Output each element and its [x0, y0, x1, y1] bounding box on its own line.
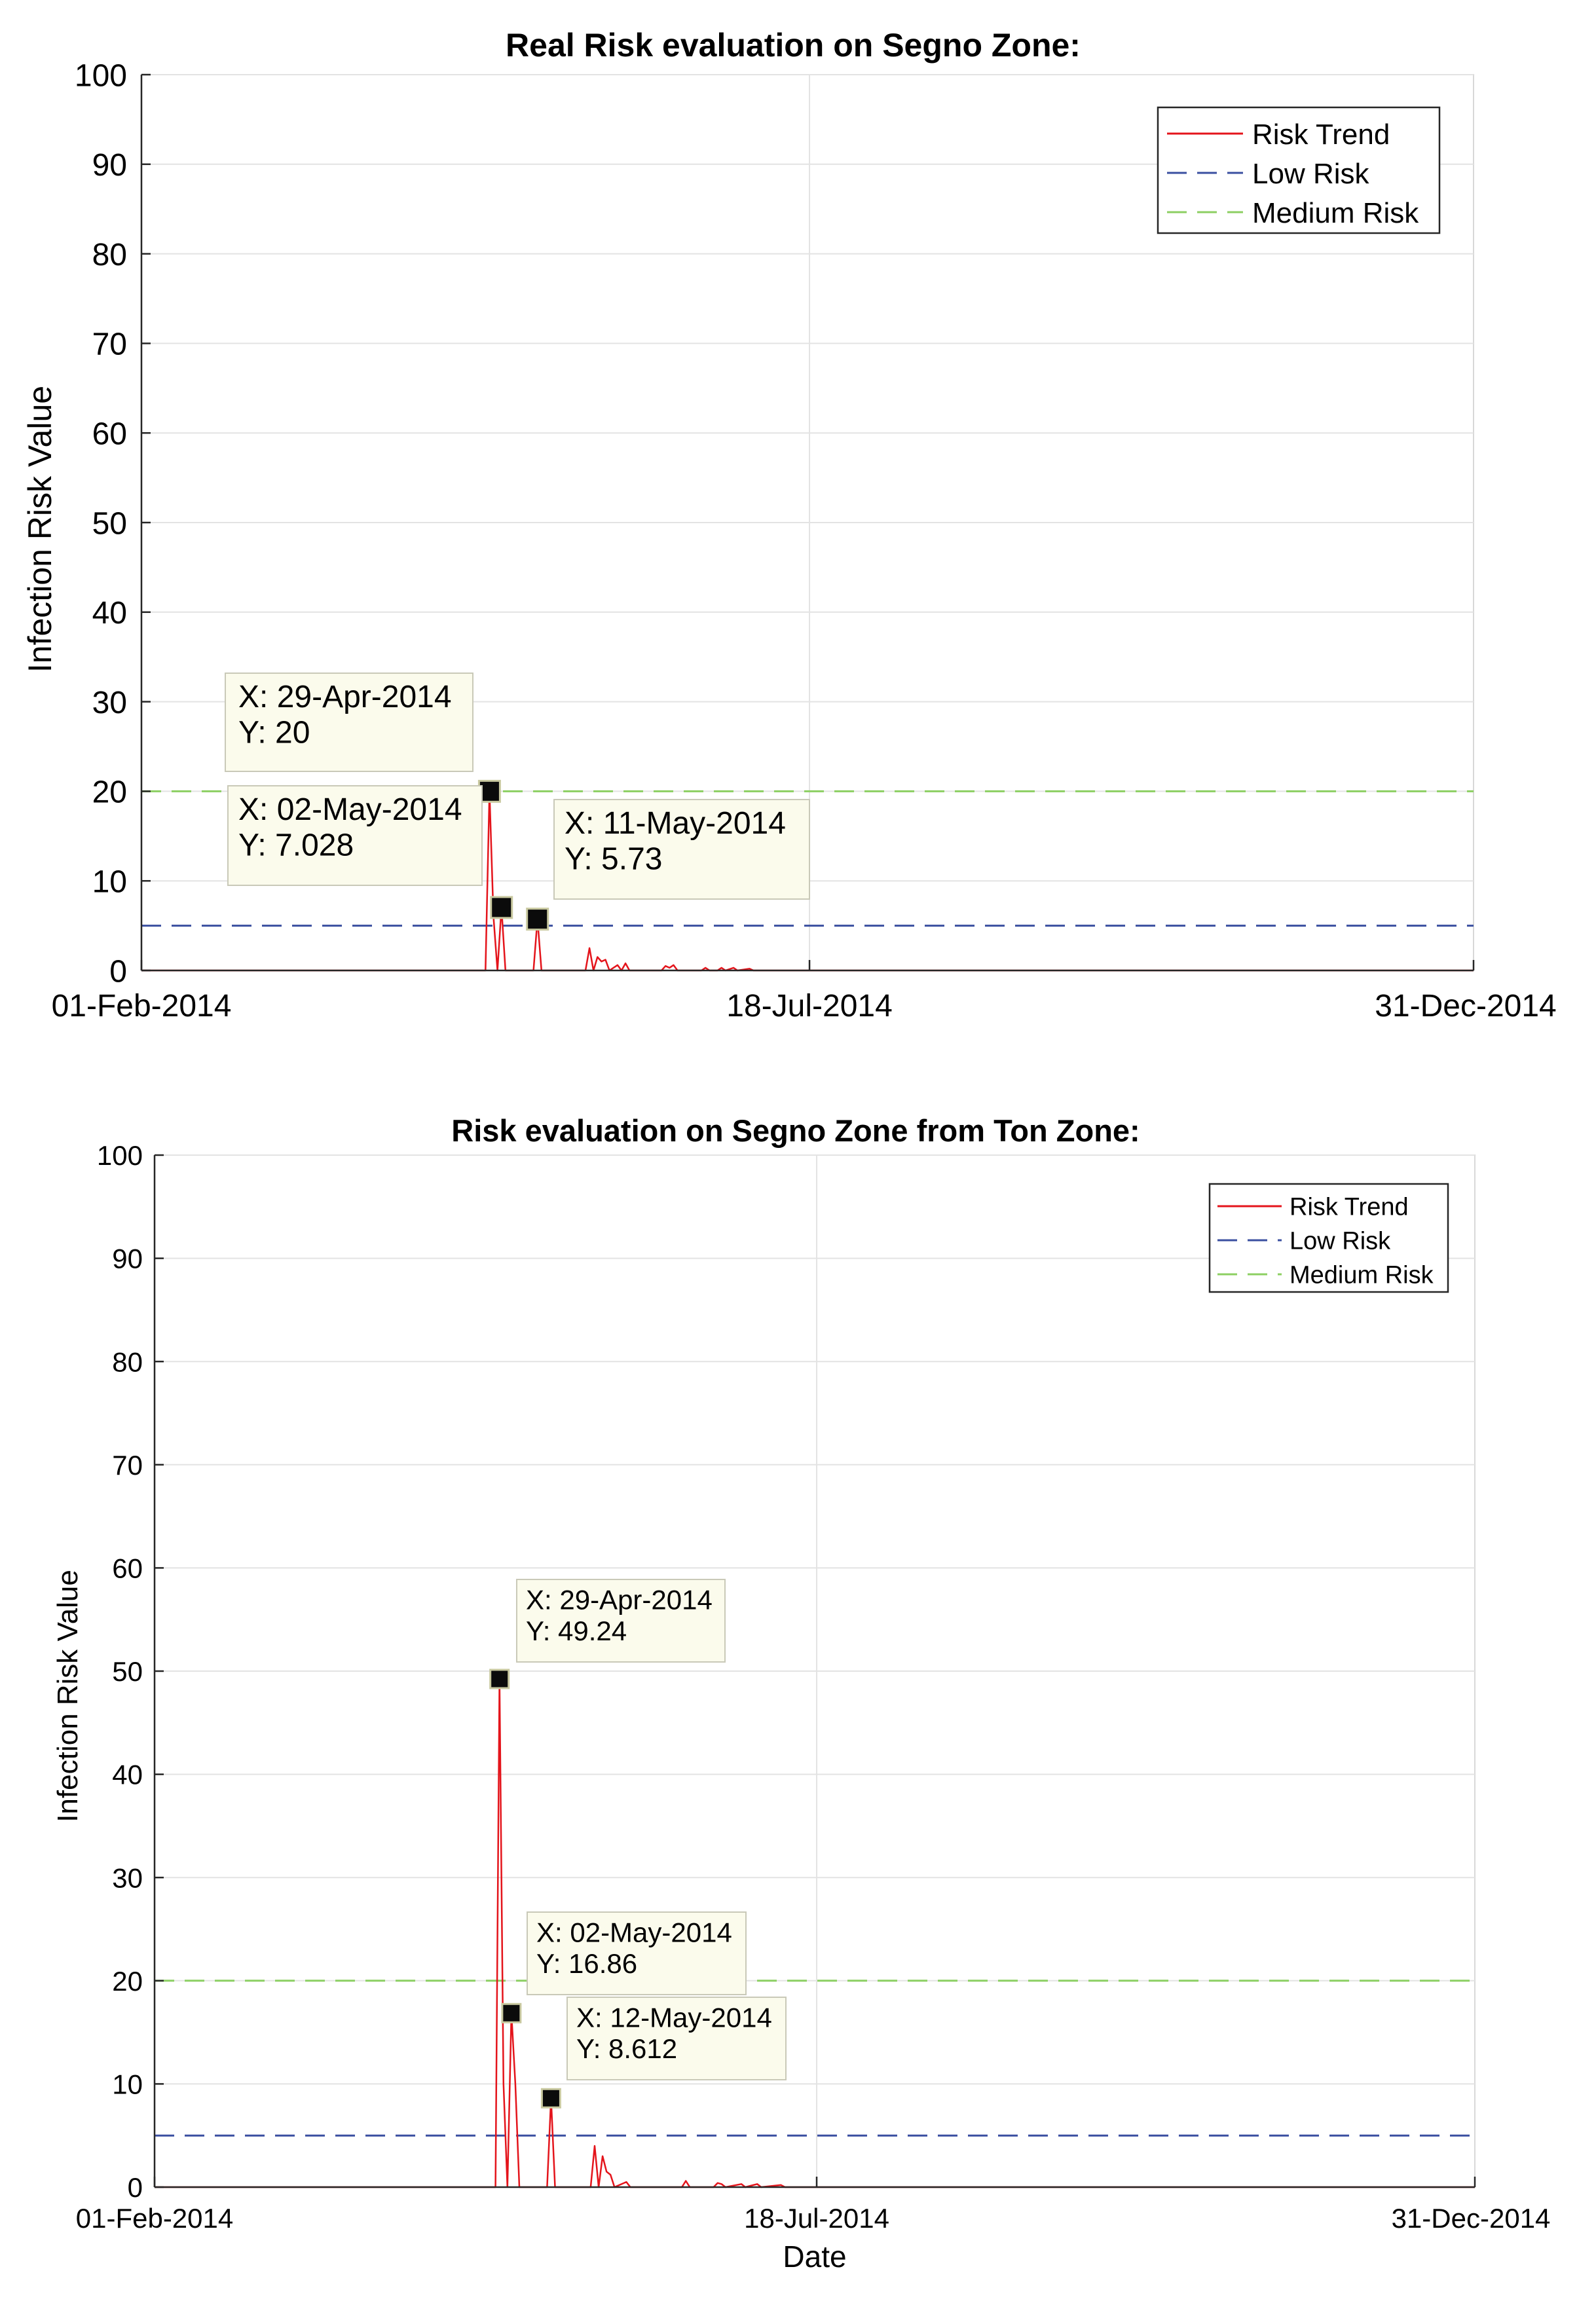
data-tip-box — [227, 785, 483, 886]
data-tip-box — [566, 1997, 787, 2080]
y-tick-label: 60 — [92, 416, 127, 451]
data-tip-box — [527, 1911, 747, 1995]
y-tick-label: 10 — [92, 864, 127, 899]
y-tick-label: 30 — [92, 686, 127, 720]
y-tick-label: 0 — [109, 954, 127, 989]
chart2-ticks: 0 10 20 30 40 50 60 70 80 90 100 01-Feb-2014 18-Jul-… — [76, 1140, 1551, 2234]
data-tip-marker — [489, 1669, 510, 1689]
chart2-threshold-lines — [155, 1980, 1475, 2137]
y-tick-label: 20 — [112, 1966, 143, 1997]
y-tick-label: 80 — [112, 1346, 143, 1377]
data-tip-y-text: Y: 20 — [238, 716, 310, 750]
chart2-x-axis-label: Date — [783, 2240, 846, 2274]
data-tip-marker — [501, 2002, 522, 2023]
x-tick-label: 31-Dec-2014 — [1392, 2203, 1551, 2234]
legend-label: Medium Risk — [1252, 197, 1419, 229]
chart2-y-axis-label: Infection Risk Value — [52, 1570, 84, 1822]
chart1-legend: Risk Trend Low Risk Medium Risk — [1157, 106, 1441, 234]
x-tick-label: 18-Jul-2014 — [726, 989, 893, 1023]
y-tick-label: 10 — [112, 2069, 143, 2100]
data-tip-marker — [540, 2088, 561, 2109]
data-tip-y-text: Y: 7.028 — [238, 828, 354, 863]
data-tip-x-text: X: 29-Apr-2014 — [238, 680, 452, 714]
legend-label: Risk Trend — [1252, 119, 1390, 151]
y-tick-label: 20 — [92, 775, 127, 810]
data-tip-box — [553, 799, 810, 900]
x-tick-label: 18-Jul-2014 — [744, 2203, 889, 2234]
data-tip-marker — [490, 896, 513, 919]
y-tick-label: 30 — [112, 1862, 143, 1893]
data-tip-marker — [526, 908, 549, 931]
legend-label: Low Risk — [1252, 158, 1369, 190]
x-tick-label: 31-Dec-2014 — [1375, 989, 1557, 1023]
legend-label: Medium Risk — [1290, 1262, 1434, 1289]
chart1-y-axis-label: Infection Risk Value — [22, 386, 58, 673]
chart1-ticks: 0 10 20 30 40 50 60 70 80 90 100 01-Feb-2014 18-Jul-… — [52, 58, 1557, 1023]
chart2-series — [155, 1678, 1475, 2188]
data-tip-y-text: Y: 49.24 — [526, 1615, 627, 1646]
chart2-title: Risk evaluation on Segno Zone from Ton Z… — [451, 1113, 1140, 1148]
y-tick-label: 80 — [92, 238, 127, 272]
data-tip-box — [516, 1579, 726, 1663]
data-tip-y-text: Y: 8.612 — [576, 2033, 677, 2064]
data-tip-y-text: Y: 16.86 — [536, 1948, 637, 1979]
y-tick-label: 100 — [75, 58, 127, 93]
data-tip-y-text: Y: 5.73 — [565, 842, 662, 877]
y-tick-label: 100 — [97, 1140, 143, 1171]
y-tick-label: 90 — [112, 1244, 143, 1274]
y-tick-label: 70 — [112, 1450, 143, 1481]
y-tick-label: 60 — [112, 1553, 143, 1584]
y-tick-label: 50 — [112, 1656, 143, 1687]
y-tick-label: 40 — [112, 1760, 143, 1790]
legend-label: Risk Trend — [1290, 1194, 1409, 1221]
data-tip-x-text: X: 29-Apr-2014 — [526, 1584, 713, 1615]
y-tick-label: 50 — [92, 506, 127, 541]
chart2-legend: Risk Trend Low Risk Medium Risk — [1208, 1183, 1449, 1293]
chart-risk-from-ton: Risk evaluation on Segno Zone from Ton Z… — [52, 1113, 1550, 2274]
y-tick-label: 90 — [92, 148, 127, 183]
y-tick-label: 0 — [128, 2172, 143, 2203]
legend-label: Low Risk — [1290, 1228, 1391, 1255]
y-tick-label: 40 — [92, 596, 127, 631]
chart1-title: Real Risk evaluation on Segno Zone: — [506, 27, 1081, 64]
data-tip-x-text: X: 02-May-2014 — [536, 1917, 732, 1947]
data-tip-box — [225, 673, 473, 772]
x-tick-label: 01-Feb-2014 — [52, 989, 232, 1023]
chart2-grid — [154, 1154, 1475, 2188]
data-tip-x-text: X: 02-May-2014 — [238, 792, 462, 827]
chart-real-risk: Real Risk evaluation on Segno Zone: Infe… — [22, 27, 1557, 1023]
x-tick-label: 01-Feb-2014 — [76, 2203, 234, 2234]
risk-trend-line — [155, 1678, 1475, 2188]
y-tick-label: 70 — [92, 327, 127, 362]
data-tip-x-text: X: 11-May-2014 — [565, 806, 786, 841]
data-tip-x-text: X: 12-May-2014 — [576, 2002, 772, 2033]
